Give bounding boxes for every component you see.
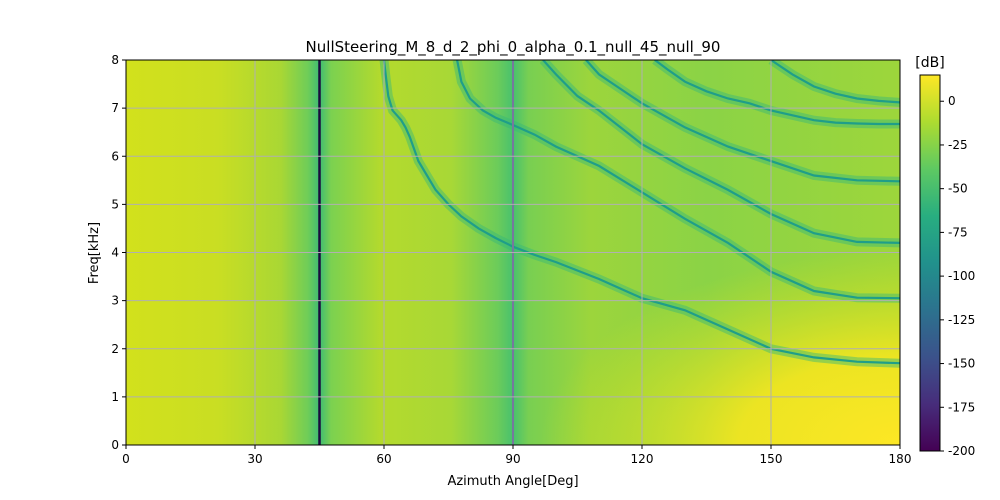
grid-lines bbox=[126, 60, 900, 445]
colorbar-tick-label: -200 bbox=[948, 444, 975, 458]
null-curve bbox=[542, 60, 900, 244]
y-tick-label: 0 bbox=[111, 438, 119, 452]
y-tick-label: 1 bbox=[111, 390, 119, 404]
y-axis-ticks: 0 1 2 3 4 5 6 7 8 bbox=[111, 53, 126, 452]
colorbar-label: [dB] bbox=[915, 55, 944, 71]
y-tick-label: 7 bbox=[111, 101, 119, 115]
x-tick-label: 30 bbox=[247, 452, 262, 466]
y-tick-label: 5 bbox=[111, 197, 119, 211]
x-tick-label: 120 bbox=[631, 452, 654, 466]
chart-title: NullSteering_M_8_d_2_phi_0_alpha_0.1_nul… bbox=[306, 38, 721, 57]
colorbar-gradient bbox=[919, 74, 941, 452]
colorbar-tick-label: -100 bbox=[948, 269, 975, 283]
x-tick-label: 150 bbox=[760, 452, 783, 466]
y-tick-label: 2 bbox=[111, 342, 119, 356]
y-axis-label: Freq[kHz] bbox=[87, 222, 102, 284]
colorbar: [dB] 0 -25 -50 -75 -100 -125 -150 -175 -200 bbox=[915, 55, 975, 458]
null-curve bbox=[382, 60, 900, 365]
colorbar-tick-label: -50 bbox=[948, 182, 968, 196]
colorbar-ticks: 0 -25 -50 -75 -100 -125 -150 -175 -200 bbox=[940, 94, 975, 458]
x-tick-label: 60 bbox=[376, 452, 391, 466]
x-tick-label: 0 bbox=[122, 452, 130, 466]
colorbar-tick-label: -125 bbox=[948, 313, 975, 327]
x-tick-label: 90 bbox=[505, 452, 520, 466]
y-tick-label: 8 bbox=[111, 53, 119, 67]
x-axis-label: Azimuth Angle[Deg] bbox=[447, 474, 578, 489]
colorbar-tick-label: -25 bbox=[948, 138, 968, 152]
colorbar-tick-label: 0 bbox=[948, 94, 956, 108]
x-axis-ticks: 0 30 60 90 120 150 180 bbox=[122, 445, 911, 466]
colorbar-tick-label: -75 bbox=[948, 225, 968, 239]
x-tick-label: 180 bbox=[889, 452, 912, 466]
colorbar-tick-label: -150 bbox=[948, 357, 975, 371]
y-tick-label: 4 bbox=[111, 246, 119, 260]
y-tick-label: 3 bbox=[111, 294, 119, 308]
colorbar-tick-label: -175 bbox=[948, 400, 975, 414]
null-curve bbox=[585, 60, 900, 183]
plot-area bbox=[126, 60, 900, 445]
y-tick-label: 6 bbox=[111, 149, 119, 163]
null-curve bbox=[770, 60, 900, 104]
